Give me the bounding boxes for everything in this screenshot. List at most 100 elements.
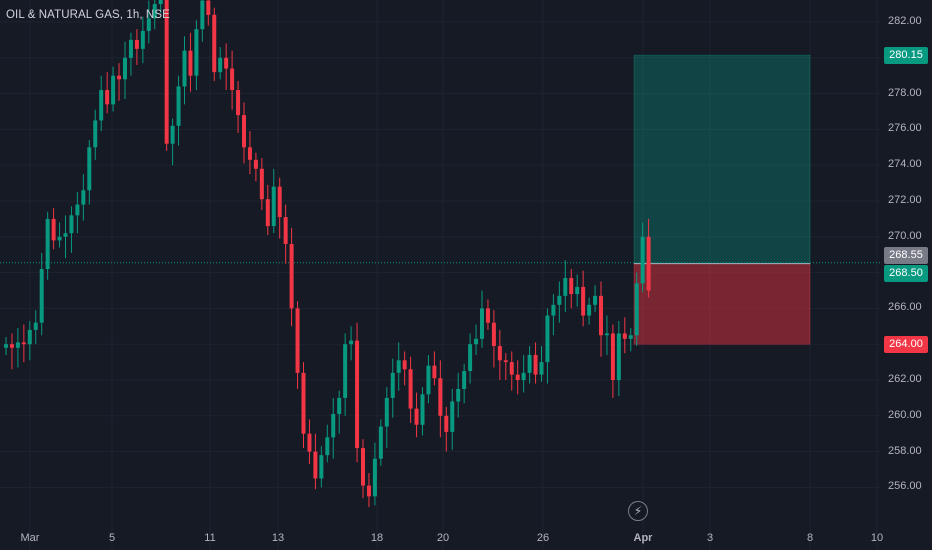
candle-body	[337, 397, 342, 415]
candle-body	[480, 308, 484, 339]
candle-body	[117, 75, 122, 80]
candle-body	[331, 414, 336, 438]
candle-body	[4, 344, 8, 348]
candle-body	[158, 0, 163, 5]
candle-body	[581, 286, 586, 316]
candle-body	[622, 333, 627, 339]
candle-body	[468, 344, 473, 372]
time-tick-label: 20	[436, 532, 450, 544]
time-tick-label: 3	[706, 532, 714, 544]
candle-body	[152, 4, 157, 19]
price-tick-label: 266.00	[888, 301, 922, 314]
candle-body	[432, 365, 437, 379]
candle-body	[33, 322, 38, 330]
candle-body	[45, 218, 50, 270]
candle-body	[366, 485, 371, 497]
candle-body	[295, 308, 300, 373]
candle-body	[450, 401, 455, 432]
candle-body	[545, 315, 550, 363]
profit-zone	[633, 54, 811, 264]
candle-body	[242, 115, 246, 148]
candle-body	[247, 147, 252, 160]
candle-body	[111, 75, 116, 105]
candle-body	[57, 236, 62, 241]
candle-body	[236, 90, 241, 116]
candle-body	[87, 147, 92, 191]
candle-body	[628, 335, 633, 339]
candle-body	[15, 342, 20, 348]
time-tick-label: 10	[870, 532, 884, 544]
candle-body	[319, 455, 324, 479]
candle-body	[182, 50, 187, 87]
candle-body	[426, 365, 431, 395]
candle-body	[212, 14, 217, 73]
price-tick-label: 258.00	[888, 444, 922, 457]
price-tick-label: 256.00	[888, 480, 922, 493]
price-tick-label: 260.00	[888, 408, 922, 421]
candle-body	[253, 159, 258, 169]
last-price-badge: 268.55	[884, 247, 928, 265]
candle-body	[593, 295, 598, 305]
candle-body	[640, 236, 645, 284]
candle-body	[402, 360, 407, 370]
candle-body	[515, 374, 520, 380]
candle-body	[372, 458, 377, 497]
price-tick-label: 272.00	[888, 194, 922, 206]
entry-price-badge: 268.50	[884, 264, 928, 282]
candle-body	[527, 354, 532, 373]
time-tick-label: Apr	[633, 532, 653, 544]
candle-body	[93, 120, 98, 148]
time-tick-label: 13	[271, 532, 285, 544]
candle-body	[420, 394, 425, 425]
candle-body	[194, 29, 199, 76]
candle-body	[176, 86, 181, 126]
candle-body	[259, 168, 264, 200]
candle-body	[146, 18, 151, 31]
candle-body	[509, 362, 514, 375]
candle-body	[408, 369, 413, 409]
price-tick-label: 262.00	[888, 373, 922, 385]
candle-body	[539, 362, 544, 375]
candlestick-series	[4, 0, 651, 508]
candle-body	[99, 90, 104, 121]
candle-body	[218, 57, 223, 73]
candle-body	[599, 295, 603, 336]
price-tick-label: 282.00	[888, 15, 922, 27]
long-position-tool[interactable]	[633, 54, 811, 345]
candle-body	[503, 360, 508, 363]
time-tick-label: Mar	[20, 532, 40, 544]
candle-body	[206, 0, 211, 15]
candle-body	[69, 215, 74, 234]
candle-body	[140, 30, 145, 49]
candle-body	[569, 277, 574, 295]
loss-zone	[633, 263, 811, 345]
candle-body	[414, 408, 419, 425]
candle-body	[610, 333, 615, 380]
lightning-icon[interactable]: ⚡	[628, 501, 648, 521]
candle-body	[355, 340, 360, 449]
candle-body	[289, 243, 294, 309]
candle-body	[200, 0, 205, 30]
candle-body	[39, 269, 44, 323]
candle-body	[378, 426, 383, 459]
candle-body	[563, 277, 568, 296]
candle-body	[343, 344, 348, 398]
candle-body	[230, 68, 235, 91]
candle-body	[170, 125, 175, 144]
candle-body	[521, 372, 526, 380]
candle-body	[307, 433, 312, 452]
symbol-title[interactable]: OIL & NATURAL GAS, 1h, NSE	[6, 9, 170, 21]
time-tick-label: 11	[204, 532, 216, 544]
candle-body	[349, 340, 354, 345]
candle-body	[271, 186, 276, 227]
candle-body	[551, 304, 556, 316]
price-tick-label: 276.00	[888, 122, 922, 135]
candle-body	[390, 372, 395, 398]
candle-body	[265, 199, 270, 227]
candle-body	[224, 57, 229, 69]
time-tick-label: 18	[370, 532, 384, 544]
price-tick-label: 274.00	[888, 158, 922, 171]
candle-body	[128, 39, 133, 58]
time-tick-label: 26	[536, 532, 550, 544]
